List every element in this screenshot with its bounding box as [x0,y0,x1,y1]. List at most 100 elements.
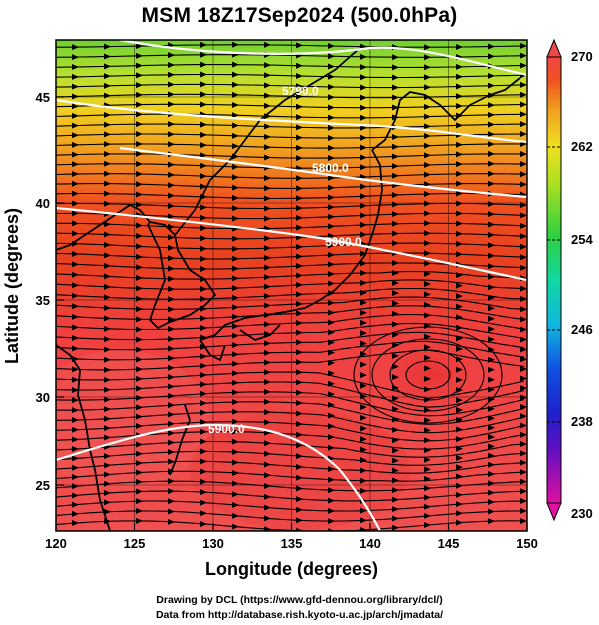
streamline-arrow [168,91,175,98]
streamline-arrow [296,320,303,327]
streamline-arrow [392,363,399,370]
streamline-arrow [392,211,399,218]
streamline-arrow [328,370,335,377]
streamline-arrow [360,425,367,432]
streamline-arrow [104,141,111,148]
streamline-arrow [328,349,335,356]
streamline-arrow [424,220,431,227]
streamline [56,270,525,280]
streamline-arrow [264,472,271,479]
streamline-arrow [392,134,399,141]
streamline-arrow [328,444,335,451]
streamline-arrow [360,517,367,524]
streamline-arrow [520,222,527,229]
streamline-arrow [488,170,495,177]
streamline-arrow [104,315,111,322]
streamline-arrow [328,359,335,366]
streamline-arrow [200,245,207,252]
streamline-arrow [424,142,431,149]
streamline-arrow [232,360,239,367]
streamline-arrow [456,356,463,363]
streamline-arrow [392,515,399,522]
streamline-arrow [72,200,79,207]
streamline [56,54,525,58]
streamline-arrow [328,270,335,277]
streamline-arrow [424,354,431,361]
colorbar-label-246: 246 [571,322,593,337]
streamline-arrow [232,502,239,509]
streamline-arrow [360,330,367,337]
streamline-arrow [424,375,431,382]
streamline-arrow [72,303,79,310]
streamline-arrow [200,152,207,159]
streamline-arrow [392,201,399,208]
streamline-arrow [392,104,399,111]
y-tick-35: 35 [36,293,50,308]
streamline-arrow [168,255,175,262]
streamline-arrow [104,425,111,432]
streamline-arrow [168,171,175,178]
streamline-arrow [232,265,239,272]
streamline-arrow [264,254,271,261]
x-tick-150: 150 [516,536,538,551]
streamline-arrow [168,420,175,427]
streamline-arrow [360,361,367,368]
streamline-arrow [168,498,175,505]
streamline-arrow [456,161,463,168]
streamline-arrow [72,417,79,424]
streamline-arrow [200,225,207,232]
streamline-arrow [392,64,399,71]
streamline [56,480,525,492]
streamline-arrow [456,426,463,433]
streamline-arrow [520,375,527,382]
streamline-arrow [520,336,527,343]
streamline-arrow [360,250,367,257]
streamline-arrow [168,141,175,148]
streamline-arrow [456,454,463,461]
streamline-arrow [520,413,527,420]
streamline-arrow [488,43,495,50]
streamline-arrow [264,440,271,447]
streamline [56,83,525,89]
streamline-arrow [136,507,143,514]
streamline-arrow [72,386,79,393]
streamline-arrow [136,517,143,524]
streamline-arrow [456,510,463,517]
streamline-arrow [104,53,111,60]
streamline-arrow [136,394,143,401]
streamline-arrow [168,61,175,68]
streamline-arrow [360,154,367,161]
streamline-arrow [232,41,239,48]
streamline-arrow [72,180,79,187]
colorbar-label-270: 270 [571,49,593,64]
streamline-arrow [456,200,463,207]
x-tick-140: 140 [359,536,381,551]
streamline [56,202,525,210]
streamline-arrow [424,210,431,217]
streamline-arrow [72,73,79,80]
colorbar-bottom-arrow [546,502,562,522]
streamline [56,490,525,502]
streamline-arrow [264,92,271,99]
streamline-arrow [72,282,79,289]
streamline-arrow [72,366,79,373]
streamline-arrow [392,374,399,381]
streamline-arrow [296,310,303,317]
streamline [56,143,525,149]
wind-streamlines [56,41,527,531]
streamline-arrow [424,333,431,340]
streamline-arrow [264,378,271,385]
streamline-arrow [72,170,79,177]
streamline-arrow [456,293,463,300]
streamline-arrow [136,222,143,229]
streamline-arrow [424,365,431,372]
streamline-arrow [104,415,111,422]
streamline-arrow [520,306,527,313]
streamline-arrow [72,407,79,414]
streamline-arrow [264,274,271,281]
streamline-arrow [360,526,367,531]
streamline-arrow [424,161,431,168]
streamline-arrow [456,282,463,289]
streamline-arrow [520,365,527,372]
streamline-arrow [264,72,271,79]
